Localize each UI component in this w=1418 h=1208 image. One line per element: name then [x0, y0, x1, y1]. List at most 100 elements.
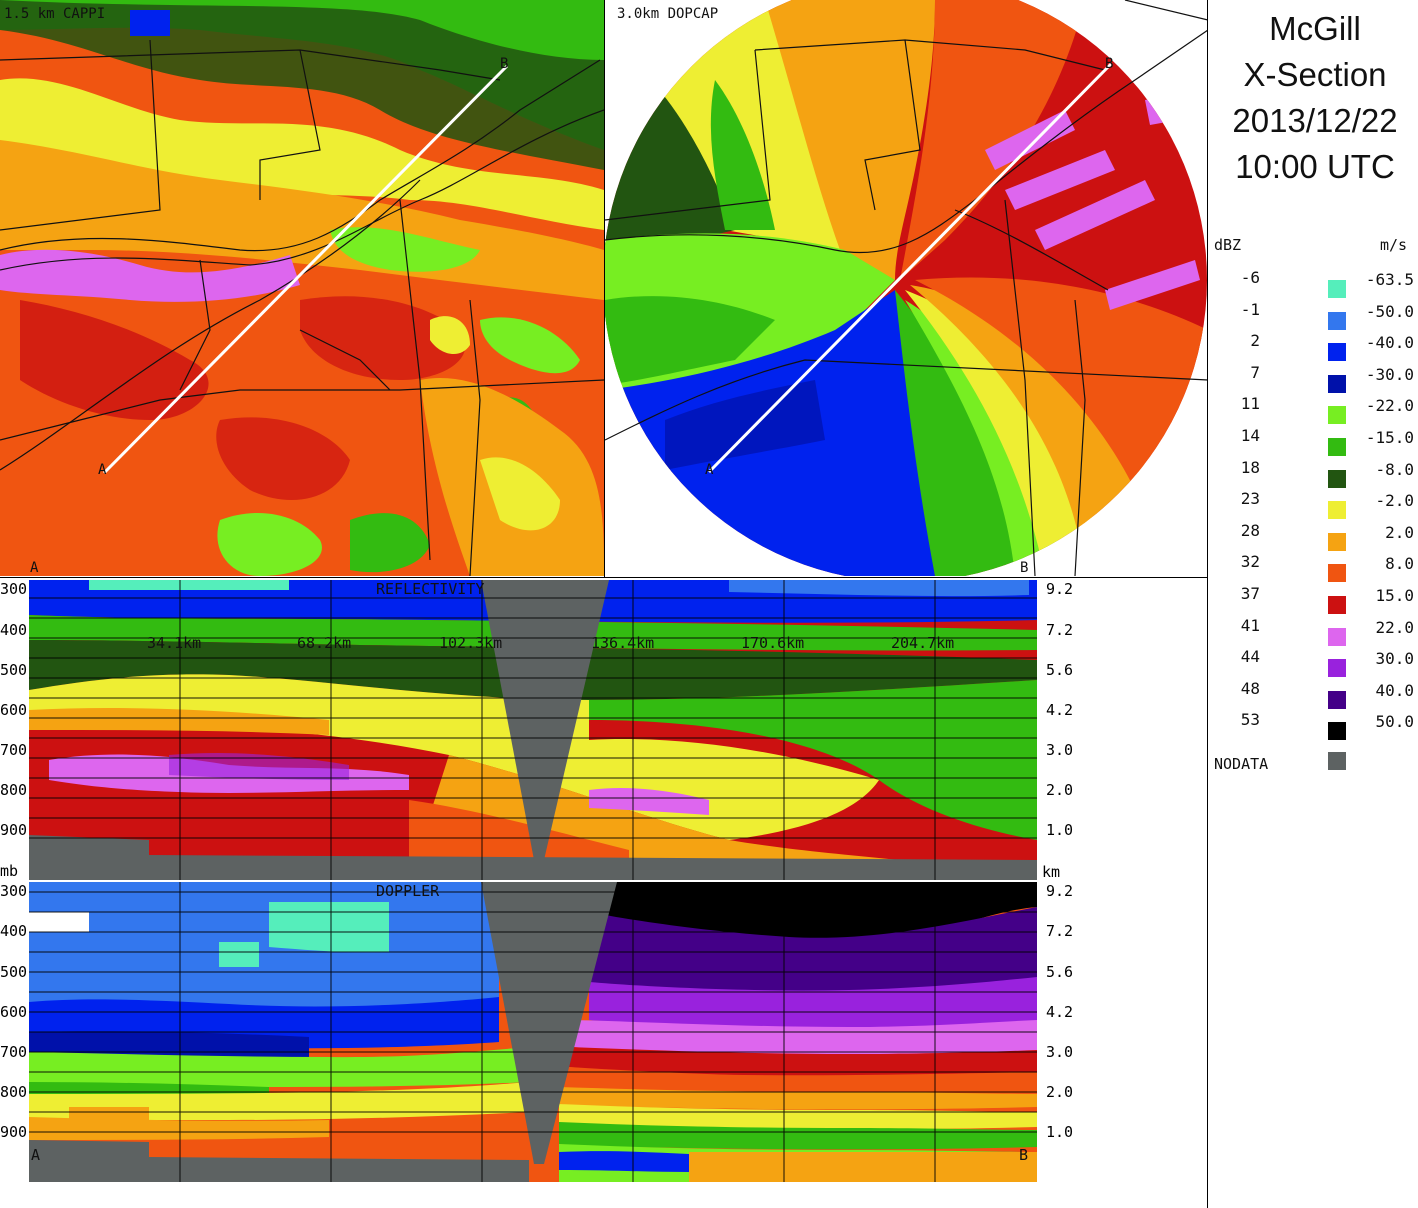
legend-ms-value: -50.0 — [1365, 301, 1414, 321]
pressure-tick-900-bottom: 900 — [0, 1123, 28, 1141]
legend-dbz-value: 23 — [1240, 489, 1260, 509]
dopcap-map-panel: 3.0km DOPCAP A B B — [605, 0, 1208, 576]
height-tick-5-6-top: 5.6 — [1046, 661, 1074, 679]
doppler-label: DOPPLER — [376, 882, 440, 900]
pressure-tick-800-top: 800 — [0, 781, 28, 799]
height-tick-9-2-top: 9.2 — [1046, 580, 1074, 598]
legend-nodata-label: NODATA — [1214, 755, 1269, 773]
title-line-2: X-Section — [1243, 56, 1387, 93]
vertical-divider-right — [1207, 0, 1208, 1208]
distance-tick-2: 68.2km — [297, 634, 352, 652]
legend-dbz-value: 53 — [1240, 710, 1260, 730]
legend-dbz-value: 48 — [1240, 678, 1260, 698]
height-tick-4-2-bottom: 4.2 — [1046, 1003, 1074, 1021]
pressure-tick-300-bottom: 300 — [0, 882, 28, 900]
legend-ms-value: 40.0 — [1375, 680, 1414, 700]
legend-color-swatch — [1328, 469, 1346, 488]
dopcap-point-b: B — [1105, 56, 1114, 72]
legend-color-swatch — [1328, 532, 1346, 551]
height-tick-2-0-bottom: 2.0 — [1046, 1083, 1074, 1101]
legend-color-swatch — [1328, 627, 1346, 646]
dopcap-corner-b: B — [1020, 560, 1029, 576]
legend-color-swatch — [1328, 690, 1346, 709]
pressure-tick-400-bottom: 400 — [0, 922, 28, 940]
pressure-tick-800-bottom: 800 — [0, 1083, 28, 1101]
pressure-tick-900-top: 900 — [0, 821, 28, 839]
dopcap-point-a: A — [705, 462, 714, 478]
legend-dbz-value: 7 — [1250, 362, 1260, 382]
legend-color-swatch — [1328, 280, 1346, 298]
legend-dbz-value: -1 — [1240, 299, 1260, 319]
legend-dbz-value: -6 — [1240, 268, 1260, 287]
doppler-point-b: B — [1019, 1146, 1029, 1164]
pressure-tick-700-bottom: 700 — [0, 1043, 28, 1061]
reflectivity-label: REFLECTIVITY — [376, 580, 485, 598]
reflectivity-section-image — [29, 580, 1037, 880]
legend-ms-value: -63.5 — [1365, 270, 1414, 289]
legend-ms-value: -15.0 — [1365, 428, 1414, 447]
legend-dbz-value: 28 — [1240, 520, 1260, 540]
legend-dbz-value: 32 — [1240, 552, 1260, 572]
pressure-tick-500-top: 500 — [0, 661, 28, 679]
legend-color-swatch — [1328, 374, 1346, 393]
height-tick-7-2-top: 7.2 — [1046, 621, 1074, 639]
legend-nodata-swatch — [1328, 752, 1346, 770]
cappi-point-b: B — [500, 56, 509, 72]
dopcap-label: 3.0km DOPCAP — [617, 6, 719, 22]
cappi-point-a: A — [98, 462, 107, 478]
legend-dbz-value: 37 — [1240, 584, 1260, 603]
legend-color-swatch — [1328, 596, 1346, 614]
legend-dbz-header: dBZ — [1214, 236, 1242, 254]
pressure-tick-700-top: 700 — [0, 741, 28, 759]
pressure-tick-500-bottom: 500 — [0, 963, 28, 981]
height-tick-9-2-bottom: 9.2 — [1046, 882, 1074, 900]
cappi-map-image — [0, 0, 604, 576]
legend-ms-value: 2.0 — [1385, 522, 1414, 542]
legend-dbz-value: 41 — [1240, 615, 1260, 635]
legend-color-swatch — [1328, 659, 1346, 678]
legend-ms-value: -8.0 — [1375, 459, 1414, 479]
height-tick-7-2-bottom: 7.2 — [1046, 922, 1074, 940]
pressure-unit: mb — [0, 862, 19, 880]
legend-ms-header: m/s — [1380, 236, 1408, 254]
height-tick-1-0-bottom: 1.0 — [1046, 1123, 1074, 1141]
legend-ms-value: 15.0 — [1375, 586, 1414, 605]
pressure-tick-300-top: 300 — [0, 580, 28, 598]
title-line-1: McGill — [1269, 10, 1361, 47]
distance-tick-3: 102.3km — [439, 634, 503, 652]
legend-dbz-value: 44 — [1240, 647, 1260, 667]
height-tick-5-6-bottom: 5.6 — [1046, 963, 1074, 981]
legend-ms-value: -40.0 — [1365, 333, 1414, 353]
legend-dbz-value: 11 — [1240, 394, 1260, 414]
legend-ms-value: 30.0 — [1375, 649, 1414, 669]
dopcap-map-image — [605, 0, 1208, 576]
cappi-corner-a: A — [30, 560, 39, 576]
legend-ms-value: 50.0 — [1375, 712, 1414, 732]
reflectivity-section: REFLECTIVITY 34.1km 68.2km 102.3km 136.4… — [29, 580, 1037, 880]
legend-ms-value: -30.0 — [1365, 364, 1414, 384]
title-line-4: 10:00 UTC — [1235, 148, 1395, 185]
distance-tick-5: 170.6km — [741, 634, 805, 652]
cappi-map-panel: 1.5 km CAPPI A B A — [0, 0, 604, 576]
height-tick-1-0-top: 1.0 — [1046, 821, 1074, 839]
legend-dbz-value: 18 — [1240, 457, 1260, 477]
legend-ms-value: 22.0 — [1375, 617, 1414, 637]
legend-dbz-value: 14 — [1240, 426, 1260, 445]
pressure-tick-400-top: 400 — [0, 621, 28, 639]
height-tick-3-0-bottom: 3.0 — [1046, 1043, 1074, 1061]
legend-color-swatch — [1328, 501, 1346, 520]
height-tick-2-0-top: 2.0 — [1046, 781, 1074, 799]
doppler-section-image — [29, 882, 1037, 1182]
legend-color-swatch — [1328, 406, 1346, 425]
height-tick-4-2-top: 4.2 — [1046, 701, 1074, 719]
legend-ms-value: -2.0 — [1375, 491, 1414, 511]
doppler-point-a: A — [31, 1146, 41, 1164]
legend-color-swatch — [1328, 438, 1346, 456]
distance-tick-1: 34.1km — [147, 634, 202, 652]
legend-ms-value: 8.0 — [1385, 554, 1414, 574]
legend-color-swatch — [1328, 564, 1346, 583]
height-tick-3-0-top: 3.0 — [1046, 741, 1074, 759]
pressure-tick-600-bottom: 600 — [0, 1003, 28, 1021]
legend-color-swatch — [1328, 722, 1346, 741]
distance-tick-6: 204.7km — [891, 634, 955, 652]
